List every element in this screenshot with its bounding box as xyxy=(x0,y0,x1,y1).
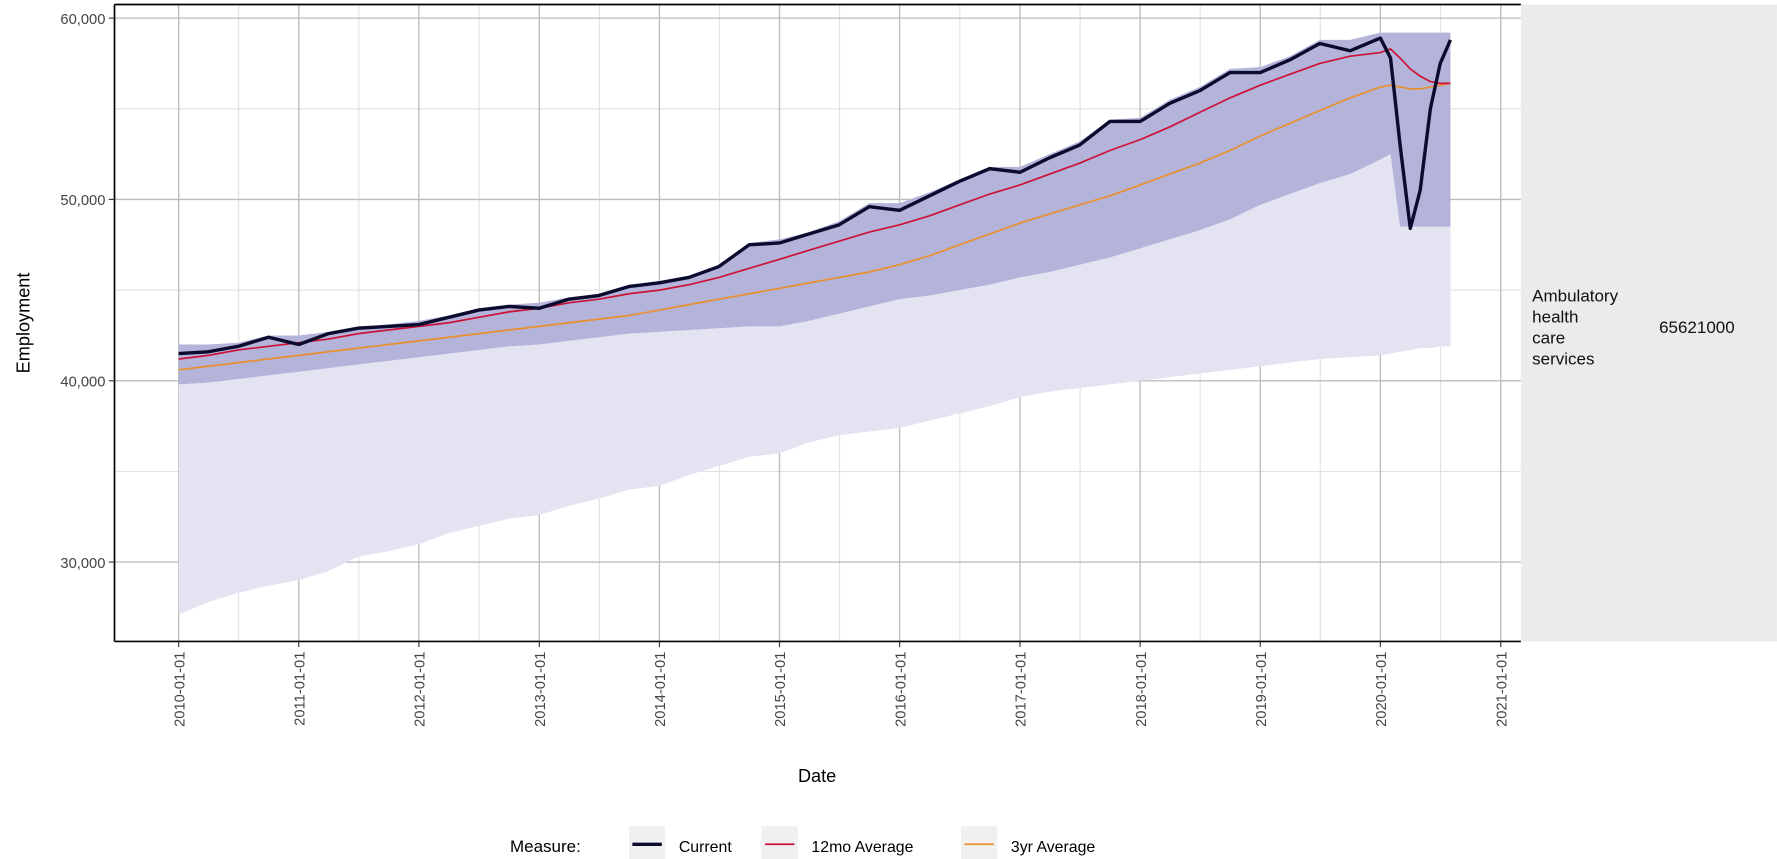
line-series xyxy=(178,48,1451,360)
band xyxy=(178,154,1451,615)
y-tick-label: 40,000 xyxy=(60,374,105,390)
strip-label: services xyxy=(1532,349,1594,368)
x-tick-label: 2015-01-01 xyxy=(773,652,789,727)
y-tick-label: 30,000 xyxy=(60,556,105,572)
x-tick-label: 2021-01-01 xyxy=(1494,652,1510,727)
x-tick-label: 2016-01-01 xyxy=(893,652,909,727)
x-tick-label: 2017-01-01 xyxy=(1014,652,1030,727)
x-axis-title: Date xyxy=(798,766,836,786)
legend-key xyxy=(961,826,998,859)
y-tick-label: 50,000 xyxy=(60,193,105,209)
line-series xyxy=(178,36,1452,356)
strip-label: care xyxy=(1532,328,1565,347)
x-tick-label: 2011-01-01 xyxy=(292,652,308,726)
x-tick-label: 2019-01-01 xyxy=(1254,652,1270,727)
legend-label: Current xyxy=(679,839,732,856)
legend-title: Measure: xyxy=(510,837,581,856)
y-tick-label: 60,000 xyxy=(60,12,105,28)
legend-key xyxy=(761,826,798,859)
strip-label: health xyxy=(1532,307,1578,326)
x-tick-label: 2010-01-01 xyxy=(172,652,188,727)
x-tick-label: 2013-01-01 xyxy=(533,652,549,727)
x-tick-label: 2020-01-01 xyxy=(1374,652,1390,727)
legend-label: 12mo Average xyxy=(811,839,913,856)
strip-value: 65621000 xyxy=(1659,318,1735,337)
strip-background xyxy=(1520,4,1777,642)
strip-label: Ambulatory xyxy=(1532,286,1618,305)
legend-label: 3yr Average xyxy=(1011,839,1096,856)
line-series xyxy=(178,82,1451,371)
x-tick-label: 2012-01-01 xyxy=(413,652,429,727)
y-axis-title: Employment xyxy=(13,273,33,374)
x-tick-label: 2014-01-01 xyxy=(653,652,669,727)
x-tick-label: 2018-01-01 xyxy=(1134,652,1150,727)
